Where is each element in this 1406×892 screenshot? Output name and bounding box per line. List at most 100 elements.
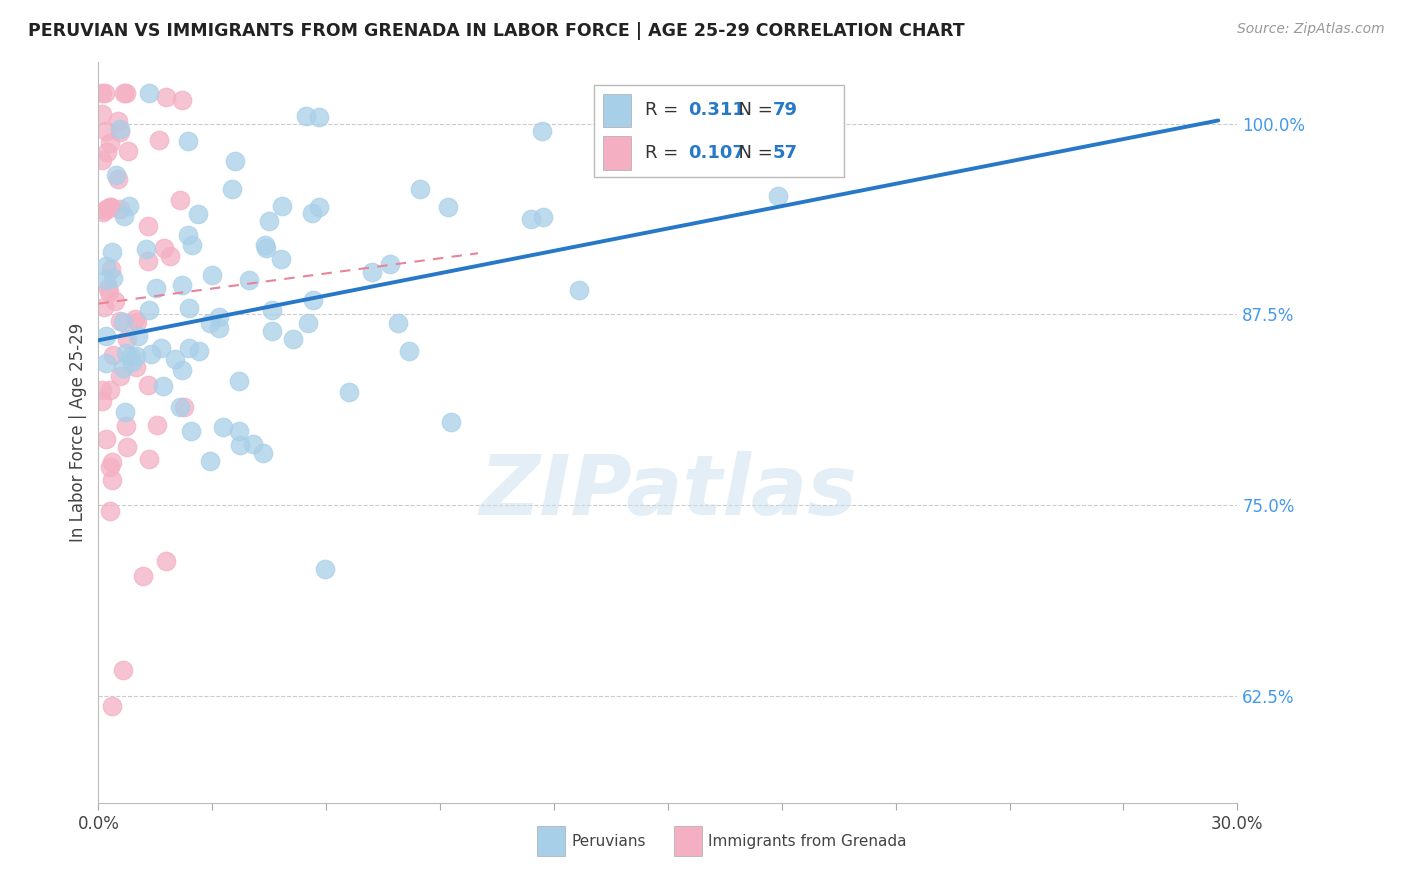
Point — [94, 432, 117, 446]
Point — [208, 321, 231, 335]
Point — [301, 205, 323, 219]
Point — [531, 124, 554, 138]
Point — [111, 663, 134, 677]
Point — [198, 316, 221, 330]
Point — [146, 418, 169, 433]
Point — [229, 438, 252, 452]
Point — [121, 355, 143, 369]
Point — [100, 261, 122, 276]
Point — [155, 89, 177, 103]
Point — [138, 452, 160, 467]
Point — [115, 418, 138, 433]
Point — [208, 310, 231, 325]
Point — [101, 245, 124, 260]
Point — [98, 200, 121, 214]
Point — [398, 344, 420, 359]
Point — [112, 86, 135, 100]
Point — [242, 436, 264, 450]
Point — [138, 303, 160, 318]
Point — [437, 200, 460, 214]
Point — [98, 383, 121, 397]
Point — [103, 270, 125, 285]
Point — [768, 189, 790, 203]
Point — [440, 415, 463, 429]
Point — [132, 569, 155, 583]
Point — [173, 400, 195, 414]
Point — [115, 346, 138, 360]
Point — [139, 347, 162, 361]
Point — [188, 343, 211, 358]
Point — [91, 205, 114, 219]
Text: 57: 57 — [773, 145, 797, 162]
Point — [177, 134, 200, 148]
Point — [270, 252, 292, 266]
FancyBboxPatch shape — [603, 136, 631, 169]
Point — [117, 144, 139, 158]
Point — [180, 238, 202, 252]
Point — [187, 207, 209, 221]
Point — [101, 455, 124, 469]
Point — [308, 200, 330, 214]
Point — [94, 355, 117, 369]
Point — [93, 86, 115, 100]
Point — [96, 145, 118, 160]
Point — [314, 562, 336, 576]
Point — [114, 405, 136, 419]
Text: N =: N = — [727, 101, 779, 120]
Point — [238, 273, 260, 287]
Point — [136, 219, 159, 233]
Point — [145, 281, 167, 295]
Y-axis label: In Labor Force | Age 25-29: In Labor Force | Age 25-29 — [69, 323, 87, 542]
Text: 0.107: 0.107 — [689, 145, 745, 162]
Point — [378, 256, 401, 270]
Point — [150, 341, 173, 355]
Text: PERUVIAN VS IMMIGRANTS FROM GRENADA IN LABOR FORCE | AGE 25-29 CORRELATION CHART: PERUVIAN VS IMMIGRANTS FROM GRENADA IN L… — [28, 22, 965, 40]
Point — [98, 136, 121, 151]
Point — [98, 504, 121, 518]
Point — [301, 293, 323, 307]
Text: Source: ZipAtlas.com: Source: ZipAtlas.com — [1237, 22, 1385, 37]
Text: R =: R = — [645, 101, 685, 120]
Point — [281, 332, 304, 346]
Point — [179, 301, 201, 315]
Point — [100, 698, 122, 713]
Point — [94, 259, 117, 273]
Point — [91, 383, 114, 397]
Point — [165, 352, 187, 367]
Point — [169, 400, 191, 414]
Point — [108, 369, 131, 384]
Point — [152, 379, 174, 393]
FancyBboxPatch shape — [537, 827, 565, 856]
Point — [118, 199, 141, 213]
Point — [108, 314, 131, 328]
Point — [138, 86, 160, 100]
Point — [98, 460, 121, 475]
Point — [115, 440, 138, 454]
Point — [259, 213, 281, 227]
FancyBboxPatch shape — [673, 827, 702, 856]
Point — [97, 281, 120, 295]
Point — [91, 107, 114, 121]
Point — [295, 109, 318, 123]
Point — [228, 374, 250, 388]
Point — [97, 201, 120, 215]
Point — [252, 446, 274, 460]
Point — [409, 182, 432, 196]
Point — [93, 202, 115, 217]
Point — [136, 378, 159, 392]
Point — [101, 348, 124, 362]
Point — [114, 86, 136, 100]
Point — [108, 122, 131, 136]
Text: R =: R = — [645, 145, 685, 162]
Point — [198, 453, 221, 467]
Point — [110, 125, 132, 139]
Point — [531, 211, 554, 225]
Point — [159, 249, 181, 263]
Point — [94, 273, 117, 287]
Point — [94, 123, 117, 137]
Point — [136, 253, 159, 268]
Point — [519, 211, 541, 226]
Point — [104, 294, 127, 309]
Point — [271, 199, 294, 213]
Point — [114, 209, 136, 223]
